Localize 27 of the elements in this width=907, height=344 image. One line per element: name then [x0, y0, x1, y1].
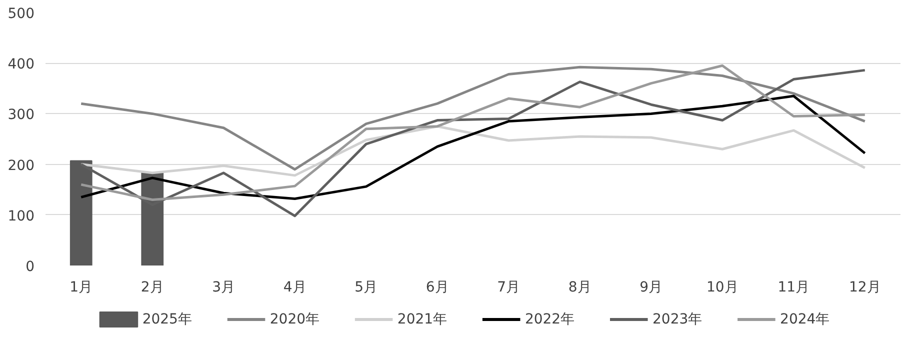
x-tick-label: 4月: [283, 280, 306, 296]
x-tick-label: 5月: [354, 280, 378, 296]
y-tick-label: 500: [8, 6, 35, 22]
x-tick-label: 2月: [140, 280, 164, 296]
legend-label: 2025年: [142, 312, 192, 328]
legend-label: 2021年: [397, 312, 448, 328]
line-series: [80, 66, 866, 171]
legend-label: 2022年: [524, 312, 575, 328]
x-tick-label: 1月: [70, 280, 93, 296]
x-tick-label: 10月: [706, 280, 738, 296]
x-tick-label: 6月: [426, 280, 449, 296]
y-tick-label: 300: [8, 107, 35, 124]
x-tick-label: 3月: [212, 280, 236, 296]
line-series: [80, 125, 866, 177]
x-tick-label: 9月: [640, 280, 663, 296]
x-tick-label: 8月: [568, 280, 592, 296]
legend-label: 2020年: [270, 312, 320, 328]
x-tick-label: 11月: [778, 280, 810, 296]
y-tick-label: 400: [8, 56, 35, 73]
line-series: [80, 94, 866, 200]
y-tick-label: 200: [8, 158, 35, 174]
legend-label: 2024年: [780, 312, 830, 328]
legend-label: 2023年: [652, 312, 702, 328]
y-tick-label: 100: [8, 208, 35, 224]
x-tick-label: 12月: [848, 280, 881, 296]
x-tick-label: 7月: [497, 280, 520, 296]
y-tick-label: 0: [26, 259, 35, 275]
